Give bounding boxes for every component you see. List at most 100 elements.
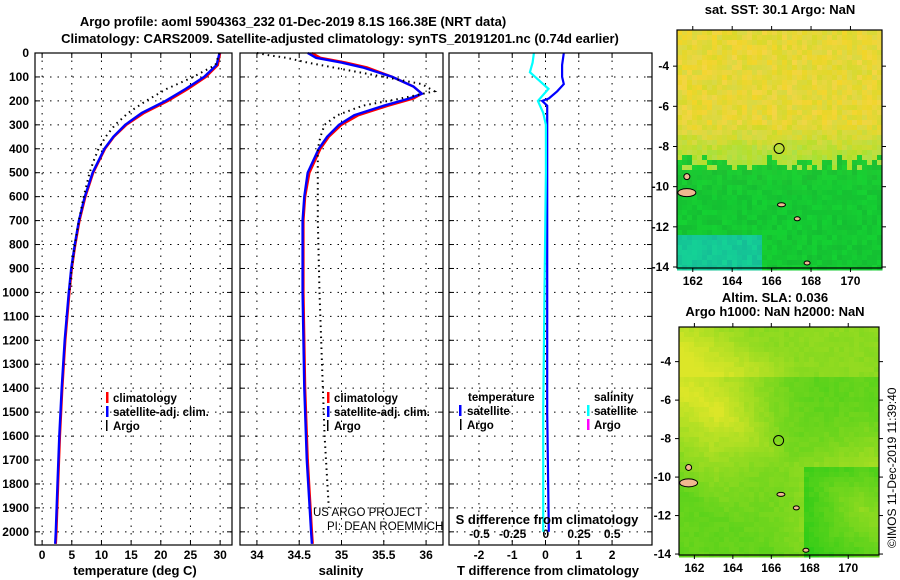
map-cell (799, 492, 805, 498)
map-cell (849, 332, 855, 338)
map-cell (719, 522, 725, 528)
map-cell (867, 160, 873, 166)
map-cell (752, 195, 758, 201)
map-cell (737, 130, 743, 136)
map-cell (747, 175, 753, 181)
map-cell (747, 115, 753, 121)
map-cell (784, 397, 790, 403)
map-cell (784, 417, 790, 423)
map-cell (817, 195, 823, 201)
map-cell (702, 165, 708, 171)
map-cell (799, 347, 805, 353)
map-cell (857, 65, 863, 71)
map-cell (842, 245, 848, 251)
map-cell (814, 432, 820, 438)
map-cell (682, 125, 688, 131)
map-cell (839, 542, 845, 548)
map-cell (847, 255, 853, 261)
map-cell (782, 240, 788, 246)
map-cell (749, 377, 755, 383)
map-cell (694, 327, 700, 333)
map-cell (767, 135, 773, 141)
map-cell (727, 95, 733, 101)
map-cell (714, 367, 720, 373)
map-cell (792, 250, 798, 256)
map-cell (719, 382, 725, 388)
map-cell (837, 75, 843, 81)
map-cell (762, 125, 768, 131)
map-cell (749, 482, 755, 488)
map-cell (769, 417, 775, 423)
map-cell (819, 527, 825, 533)
map-cell (832, 235, 838, 241)
map-cell (697, 120, 703, 126)
map-cell (864, 462, 870, 468)
map-cell (782, 220, 788, 226)
map-cell (822, 85, 828, 91)
map-cell (762, 165, 768, 171)
sst-map: 162 164 166 168 170-4-6-8-10-12-14 (652, 26, 886, 288)
map-cell (814, 422, 820, 428)
map-cell (729, 357, 735, 363)
map-cell (797, 40, 803, 46)
map-cell (702, 185, 708, 191)
map-cell (829, 522, 835, 528)
map-cell (707, 240, 713, 246)
map-cell (677, 90, 683, 96)
map-cell (777, 80, 783, 86)
map-cell (717, 105, 723, 111)
map-cell (734, 447, 740, 453)
map-cell (732, 215, 738, 221)
map-cell (682, 80, 688, 86)
map-cell (677, 105, 683, 111)
map-cell (789, 532, 795, 538)
map-cell (814, 347, 820, 353)
map-cell (782, 170, 788, 176)
map-cell (794, 402, 800, 408)
map-cell (717, 205, 723, 211)
map-cell (687, 40, 693, 46)
series-line-s-satellite (528, 52, 551, 532)
map-cell (807, 145, 813, 151)
map-cell (847, 45, 853, 51)
map-cell (712, 175, 718, 181)
map-cell (824, 507, 830, 513)
map-cell (784, 472, 790, 478)
map-cell (789, 412, 795, 418)
map-cell (684, 417, 690, 423)
map-cell (834, 427, 840, 433)
map-cell (729, 502, 735, 508)
map-cell (749, 427, 755, 433)
map-cell (844, 512, 850, 518)
map-cell (857, 235, 863, 241)
map-cell (852, 55, 858, 61)
map-cell (722, 50, 728, 56)
map-cell (797, 110, 803, 116)
map-cell (687, 55, 693, 61)
map-cell (814, 357, 820, 363)
map-cell (852, 45, 858, 51)
map-cell (719, 357, 725, 363)
map-cell (837, 170, 843, 176)
map-cell (734, 512, 740, 518)
map-cell (784, 407, 790, 413)
map-cell (704, 392, 710, 398)
map-cell (797, 145, 803, 151)
map-cell (829, 547, 835, 553)
map-cell (789, 337, 795, 343)
map-cell (689, 442, 695, 448)
map-cell (814, 327, 820, 333)
map-cell (799, 337, 805, 343)
map-cell (754, 527, 760, 533)
map-cell (734, 407, 740, 413)
map-cell (684, 527, 690, 533)
map-cell (797, 30, 803, 36)
map-cell (682, 165, 688, 171)
map-cell (874, 437, 880, 443)
map-cell (799, 537, 805, 543)
map-cell (717, 120, 723, 126)
map-cell (877, 245, 883, 251)
map-cell (744, 492, 750, 498)
map-cell (829, 357, 835, 363)
map-cell (857, 220, 863, 226)
